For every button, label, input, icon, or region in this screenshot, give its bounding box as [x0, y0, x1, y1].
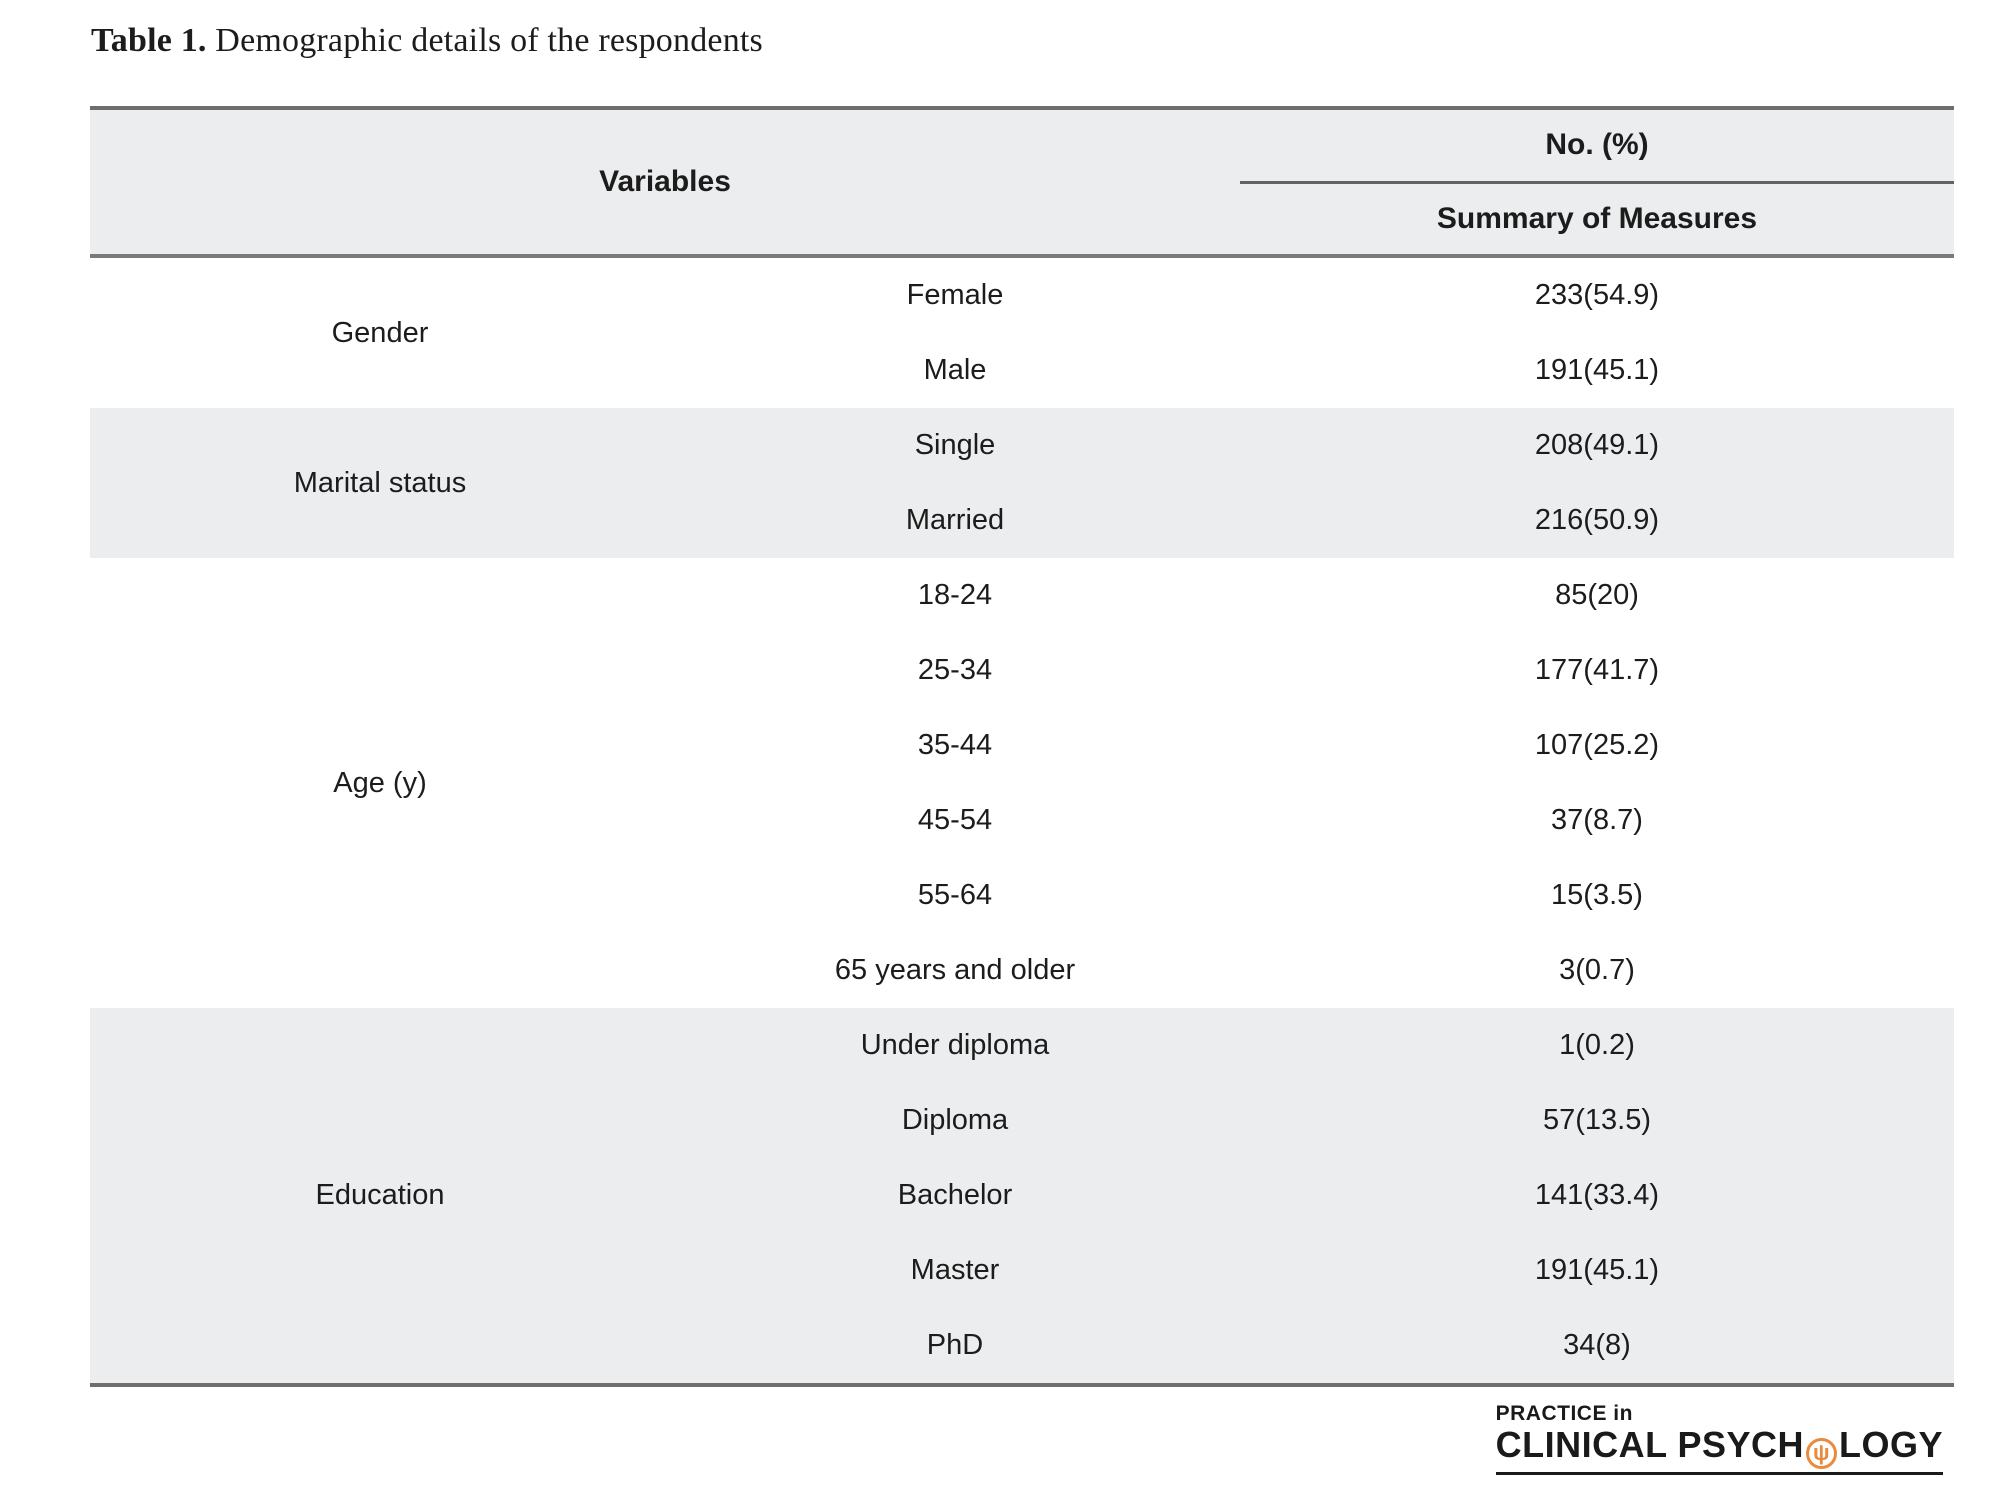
category-cell: 25-34 — [917, 654, 993, 686]
table-group-age-y: Age (y) 18-24 85(20) 25-34 177(41.7) 35-44 107… — [90, 558, 1954, 1008]
table-body: Gender Female 233(54.9) Male 191(45.1) Marita… — [90, 258, 1954, 1387]
table-row: Under diploma 1(0.2) — [670, 1008, 1954, 1083]
psi-icon: ψ — [1805, 1437, 1837, 1469]
table-header: Variables No. (%) Summary of Measures — [90, 106, 1954, 258]
table-title: Table 1. Demographic details of the resp… — [91, 22, 763, 60]
category-cell: Male — [923, 354, 987, 386]
table-title-label: Table 1. — [91, 22, 207, 59]
value-cell: 233(54.9) — [1534, 279, 1660, 311]
category-cell: Single — [914, 429, 996, 461]
table-group-gender: Gender Female 233(54.9) Male 191(45.1) — [90, 258, 1954, 408]
table-row: 35-44 107(25.2) — [670, 708, 1954, 783]
header-variables: Variables — [599, 165, 731, 198]
table-row: Master 191(45.1) — [670, 1233, 1954, 1308]
table-row: Married 216(50.9) — [670, 483, 1954, 558]
category-cell: 55-64 — [917, 879, 993, 911]
group-label: Marital status — [293, 466, 467, 499]
logo-practice-in: PRACTICE in — [1495, 1402, 1633, 1425]
table-row: Male 191(45.1) — [670, 333, 1954, 408]
category-cell: 18-24 — [917, 579, 993, 611]
group-rows: Under diploma 1(0.2) Diploma 57(13.5) Bachel… — [670, 1008, 1954, 1383]
value-cell: 1(0.2) — [1559, 1029, 1635, 1061]
demographics-table: Variables No. (%) Summary of Measures Ge… — [90, 106, 1954, 1387]
value-cell: 34(8) — [1563, 1329, 1631, 1361]
value-cell: 3(0.7) — [1559, 954, 1635, 986]
table-row: 65 years and older 3(0.7) — [670, 933, 1954, 1008]
group-label: Age (y) — [333, 766, 427, 799]
category-cell: Married — [905, 504, 1005, 536]
value-cell: 57(13.5) — [1542, 1104, 1651, 1136]
value-cell: 141(33.4) — [1534, 1179, 1660, 1211]
category-cell: Female — [906, 279, 1004, 311]
value-cell: 191(45.1) — [1534, 1254, 1660, 1286]
category-cell: Under diploma — [860, 1029, 1050, 1061]
table-row: Diploma 57(13.5) — [670, 1083, 1954, 1158]
category-cell: PhD — [926, 1329, 984, 1361]
value-cell: 37(8.7) — [1551, 804, 1643, 836]
category-cell: Master — [910, 1254, 1000, 1286]
table-group-marital-status: Marital status Single 208(49.1) Married 216(… — [90, 408, 1954, 558]
logo-clinical-psychology: CLINICAL PSYCH ψ LOGY — [1495, 1424, 1943, 1475]
group-rows: Single 208(49.1) Married 216(50.9) — [670, 408, 1954, 558]
table-row: Bachelor 141(33.4) — [670, 1158, 1954, 1233]
table-group-education: Education Under diploma 1(0.2) Diploma 57(13… — [90, 1008, 1954, 1383]
logo-text-pre: CLINICAL PSYCH — [1495, 1424, 1804, 1465]
table-row: 55-64 15(3.5) — [670, 858, 1954, 933]
value-cell: 191(45.1) — [1534, 354, 1660, 386]
group-rows: Female 233(54.9) Male 191(45.1) — [670, 258, 1954, 408]
table-row: 18-24 85(20) — [670, 558, 1954, 633]
value-cell: 216(50.9) — [1534, 504, 1660, 536]
value-cell: 85(20) — [1555, 579, 1639, 611]
category-cell: 35-44 — [917, 729, 993, 761]
value-cell: 177(41.7) — [1534, 654, 1660, 686]
table-row: 25-34 177(41.7) — [670, 633, 1954, 708]
table-row: Female 233(54.9) — [670, 258, 1954, 333]
value-cell: 107(25.2) — [1534, 729, 1660, 761]
header-summary-of-measures: Summary of Measures — [1436, 201, 1758, 235]
group-label: Education — [315, 1179, 445, 1211]
table-row: PhD 34(8) — [670, 1308, 1954, 1383]
category-cell: 65 years and older — [834, 954, 1076, 986]
table-title-text: Demographic details of the respondents — [206, 22, 763, 59]
table-row: 45-54 37(8.7) — [670, 783, 1954, 858]
header-no-pct: No. (%) — [1240, 110, 1954, 184]
header-right-group: No. (%) Summary of Measures — [1240, 110, 1954, 254]
category-cell: Diploma — [901, 1104, 1009, 1136]
group-rows: 18-24 85(20) 25-34 177(41.7) 35-44 107(25.2) 4… — [670, 558, 1954, 1008]
category-cell: 45-54 — [917, 804, 993, 836]
table-row: Single 208(49.1) — [670, 408, 1954, 483]
journal-logo: PRACTICE in CLINICAL PSYCH ψ LOGY — [1495, 1402, 1943, 1475]
logo-text-post: LOGY — [1838, 1424, 1943, 1465]
value-cell: 208(49.1) — [1534, 429, 1660, 461]
value-cell: 15(3.5) — [1551, 879, 1643, 911]
category-cell: Bachelor — [897, 1179, 1013, 1211]
group-label: Gender — [331, 316, 429, 349]
